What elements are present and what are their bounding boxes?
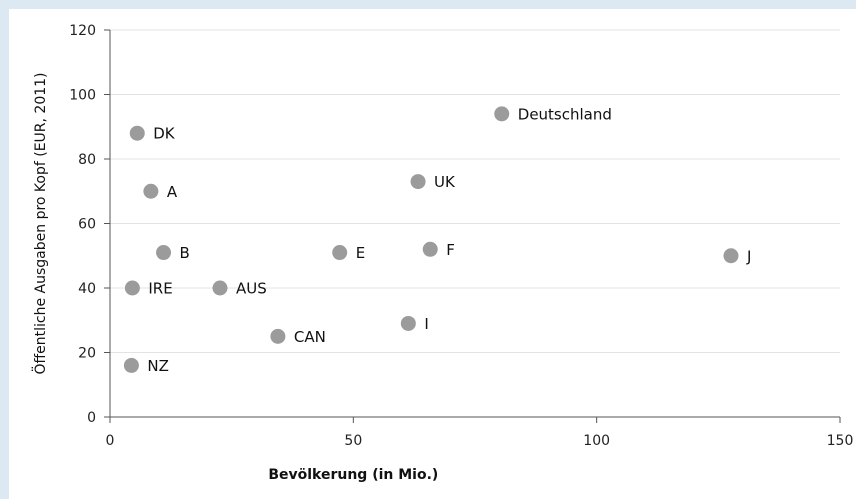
data-point (332, 245, 348, 261)
point-label: F (446, 241, 455, 259)
grid (110, 29, 840, 353)
data-point (422, 241, 438, 257)
y-axis-title: Öffentliche Ausgaben pro Kopf (EUR, 2011… (31, 72, 49, 374)
y-tick-label: 0 (87, 410, 96, 426)
y-tick-label: 80 (78, 152, 96, 168)
point-label: DK (153, 125, 176, 143)
x-tick-label: 50 (344, 433, 362, 449)
data-point (143, 183, 159, 199)
data-point (123, 357, 139, 373)
point-label: IRE (148, 280, 172, 298)
point-label: UK (434, 173, 456, 191)
y-tick-label: 40 (78, 281, 96, 297)
data-point (400, 315, 416, 331)
y-tick-label: 100 (69, 88, 96, 104)
data-point (410, 174, 426, 190)
point-label: A (167, 183, 178, 201)
chart-panel: 0 20 40 60 80 100 120 0 50 100 150 DK A B IRE NZ AUS CA… (9, 9, 856, 499)
y-tick-label: 20 (78, 346, 96, 362)
y-ticks: 0 20 40 60 80 100 120 (69, 23, 110, 426)
data-point (723, 248, 739, 264)
point-label: I (424, 315, 428, 333)
point-label: NZ (147, 357, 169, 375)
point-label: Deutschland (518, 105, 612, 123)
point-label: CAN (294, 328, 326, 346)
y-tick-label: 60 (78, 217, 96, 233)
data-point (270, 328, 286, 344)
data-points: DK A B IRE NZ AUS CAN E I UK F Deutschland J (123, 105, 751, 375)
data-point (124, 280, 140, 296)
x-tick-label: 150 (827, 433, 854, 449)
y-tick-label: 120 (69, 23, 96, 39)
x-tick-label: 0 (106, 433, 115, 449)
point-label: E (356, 244, 365, 262)
x-ticks: 0 50 100 150 (106, 417, 854, 449)
scatter-chart: 0 20 40 60 80 100 120 0 50 100 150 DK A B IRE NZ AUS CA… (31, 23, 854, 483)
data-point (129, 125, 145, 141)
data-point (156, 245, 172, 261)
x-axis-title: Bevölkerung (in Mio.) (268, 467, 438, 483)
point-label: J (746, 247, 751, 265)
x-tick-label: 100 (583, 433, 610, 449)
point-label: AUS (236, 280, 267, 298)
data-point (212, 280, 228, 296)
data-point (494, 106, 510, 122)
point-label: B (180, 244, 190, 262)
